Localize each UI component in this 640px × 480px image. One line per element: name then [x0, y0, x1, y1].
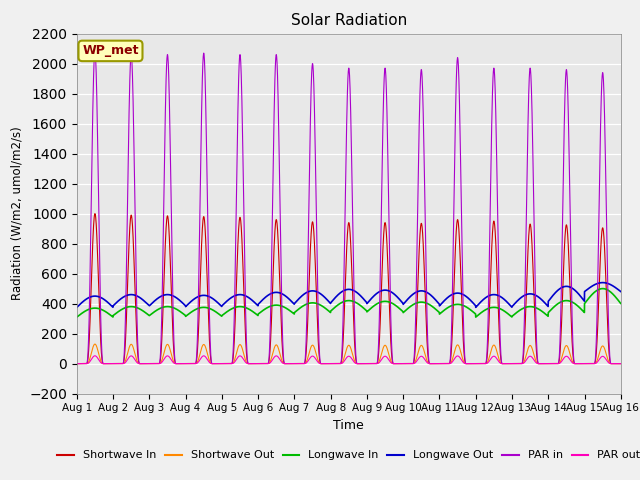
- Shortwave Out: [471, 361, 479, 367]
- Line: Longwave In: Longwave In: [77, 288, 621, 317]
- Shortwave In: [171, 358, 179, 363]
- PAR in: [471, 361, 479, 367]
- Longwave Out: [599, 280, 607, 286]
- Longwave Out: [440, 298, 448, 303]
- Title: Solar Radiation: Solar Radiation: [291, 13, 407, 28]
- PAR in: [441, 361, 449, 367]
- Line: Shortwave Out: Shortwave Out: [77, 344, 621, 364]
- Shortwave Out: [617, 361, 625, 367]
- Line: PAR out: PAR out: [77, 356, 621, 364]
- PAR in: [328, 361, 336, 367]
- Longwave In: [617, 300, 625, 306]
- Shortwave In: [617, 361, 625, 367]
- PAR out: [91, 353, 99, 359]
- PAR out: [617, 361, 625, 367]
- Shortwave In: [91, 211, 99, 216]
- Line: Longwave Out: Longwave Out: [77, 283, 621, 307]
- Shortwave Out: [328, 361, 336, 367]
- X-axis label: Time: Time: [333, 419, 364, 432]
- Longwave Out: [470, 301, 478, 307]
- PAR in: [91, 48, 99, 54]
- Shortwave Out: [616, 361, 624, 367]
- Longwave In: [328, 307, 336, 312]
- Legend: Shortwave In, Shortwave Out, Longwave In, Longwave Out, PAR in, PAR out: Shortwave In, Shortwave Out, Longwave In…: [52, 446, 640, 465]
- Shortwave Out: [73, 361, 81, 367]
- Longwave Out: [502, 298, 509, 303]
- PAR in: [617, 361, 625, 367]
- PAR in: [73, 361, 81, 367]
- Longwave Out: [73, 304, 81, 310]
- Y-axis label: Radiation (W/m2, umol/m2/s): Radiation (W/m2, umol/m2/s): [11, 127, 24, 300]
- PAR out: [616, 361, 624, 367]
- Longwave Out: [328, 298, 336, 304]
- Line: Shortwave In: Shortwave In: [77, 214, 621, 364]
- Shortwave Out: [91, 341, 99, 347]
- PAR out: [73, 361, 81, 367]
- Text: WP_met: WP_met: [82, 44, 139, 58]
- Shortwave Out: [502, 361, 509, 367]
- Longwave In: [171, 305, 179, 311]
- Longwave In: [470, 310, 478, 316]
- PAR in: [171, 354, 179, 360]
- PAR out: [328, 361, 336, 367]
- PAR out: [502, 361, 509, 367]
- Longwave Out: [616, 288, 624, 294]
- PAR out: [471, 361, 479, 367]
- Line: PAR in: PAR in: [77, 51, 621, 364]
- Longwave In: [616, 300, 624, 305]
- Shortwave In: [502, 361, 509, 367]
- Longwave Out: [617, 288, 625, 294]
- Longwave In: [502, 309, 509, 315]
- Longwave Out: [171, 294, 179, 300]
- PAR in: [616, 361, 624, 367]
- PAR in: [502, 361, 509, 367]
- Longwave In: [73, 314, 81, 320]
- Longwave In: [440, 307, 448, 313]
- Shortwave Out: [171, 360, 179, 366]
- PAR out: [171, 360, 179, 366]
- PAR out: [441, 361, 449, 367]
- Shortwave In: [616, 361, 624, 367]
- Shortwave In: [73, 361, 81, 367]
- Longwave In: [599, 286, 607, 291]
- Shortwave In: [471, 361, 479, 367]
- Shortwave Out: [441, 361, 449, 367]
- Shortwave In: [441, 361, 449, 367]
- Shortwave In: [328, 361, 336, 367]
